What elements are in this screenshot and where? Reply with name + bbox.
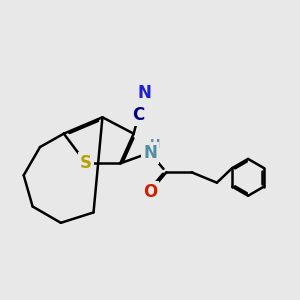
Text: C: C xyxy=(133,106,145,124)
Text: H: H xyxy=(150,138,161,151)
Text: N: N xyxy=(143,144,157,162)
Text: O: O xyxy=(143,183,157,201)
Text: S: S xyxy=(80,154,92,172)
Text: N: N xyxy=(137,85,152,103)
